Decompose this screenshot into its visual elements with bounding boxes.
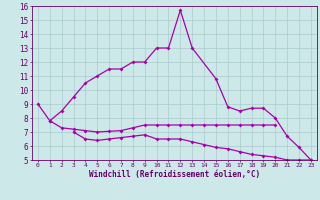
X-axis label: Windchill (Refroidissement éolien,°C): Windchill (Refroidissement éolien,°C) — [89, 170, 260, 179]
